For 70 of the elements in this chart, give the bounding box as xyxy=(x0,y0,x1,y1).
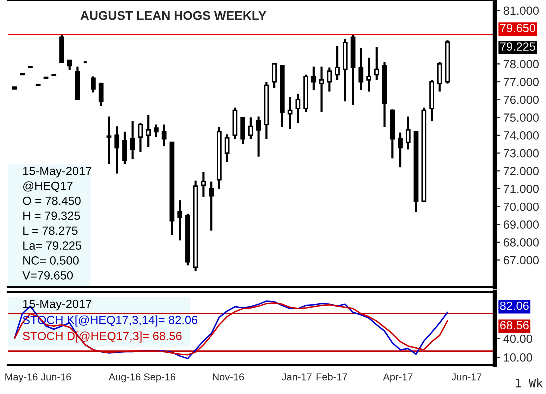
candlestick xyxy=(67,60,72,72)
annotation: @HEQ17 xyxy=(24,182,73,192)
text: AUGUST LEAN HOGS WEEKLY xyxy=(80,11,267,20)
y-tick-label: 77.000 xyxy=(504,78,539,86)
candlestick xyxy=(162,124,167,148)
x-tick-label: Aug-16 xyxy=(108,374,141,383)
x-tick-label: Feb-17 xyxy=(316,373,348,381)
annotation: 15-May-2017 xyxy=(24,167,92,178)
candlestick xyxy=(374,46,380,82)
candlestick xyxy=(98,82,104,108)
candlestick xyxy=(138,122,144,154)
candlestick xyxy=(398,132,403,169)
y-tick-label: 67.000 xyxy=(504,256,539,265)
candlestick xyxy=(327,66,332,93)
candlestick xyxy=(122,130,128,166)
y-tick-label: 78.000 xyxy=(504,60,539,69)
y-tick-label: 81.000 xyxy=(504,6,539,16)
candlestick xyxy=(256,116,262,158)
candlestick xyxy=(319,66,324,114)
y-tick-label: 71.000 xyxy=(504,184,539,194)
candlestick xyxy=(311,66,316,92)
y-tick-label: 74.000 xyxy=(504,132,539,140)
x-tick-label: Apr-17 xyxy=(383,374,413,383)
y-tick-label: 73.000 xyxy=(504,149,539,158)
candlestick xyxy=(209,180,214,232)
candlestick xyxy=(406,116,411,151)
annotation: H = 79.325 xyxy=(24,212,80,220)
candlestick xyxy=(335,45,340,82)
x-tick-label: Jan-17 xyxy=(282,374,312,381)
y-tick-label: 75.000 xyxy=(504,114,539,122)
candlestick xyxy=(106,116,112,166)
annotation: V=79.650 xyxy=(22,271,74,280)
y-tick-label: 10.00 xyxy=(504,354,532,362)
y-tick-label: 70.000 xyxy=(504,202,539,212)
candlestick xyxy=(130,120,136,161)
y-tick-label: 40.00 xyxy=(504,334,532,344)
candlestick xyxy=(178,200,183,242)
candlestick xyxy=(358,47,364,92)
candlestick xyxy=(224,134,230,164)
candlestick xyxy=(366,56,372,93)
candlestick xyxy=(240,116,246,146)
candlestick xyxy=(154,124,159,138)
y-tick-label: 69.000 xyxy=(504,220,539,230)
y-tick-label: 76.000 xyxy=(504,96,539,104)
annotation: L = 78.275 xyxy=(24,226,78,236)
x-tick-label: Jun-16 xyxy=(41,374,72,381)
text: 68.56 xyxy=(500,321,529,330)
candlestick xyxy=(146,114,152,148)
x-tick-label: Nov-16 xyxy=(213,374,244,381)
text: 1 Wk xyxy=(516,378,544,388)
text: 79.225 xyxy=(500,42,536,52)
candlestick xyxy=(437,61,442,93)
x-tick-label: May-16 xyxy=(6,374,38,383)
candlestick xyxy=(288,96,293,130)
candlestick xyxy=(114,126,120,175)
x-tick-label: Jun-17 xyxy=(452,374,482,381)
candlestick xyxy=(272,62,277,90)
annotation: NC= 0.500 xyxy=(24,256,79,265)
text: 82.06 xyxy=(500,302,529,310)
candlestick xyxy=(296,93,301,124)
annotation: La= 79.225 xyxy=(24,242,82,250)
candlestick xyxy=(91,76,96,94)
candlestick xyxy=(248,116,254,140)
y-tick-label: 68.000 xyxy=(504,238,539,247)
y-tick-label: 72.000 xyxy=(504,167,539,176)
ref-line-label: 79.650 xyxy=(500,24,536,32)
annotation: O = 78.450 xyxy=(23,196,81,206)
x-tick-label: Sep-16 xyxy=(144,374,176,383)
candlestick xyxy=(201,170,206,198)
annotation: 15-May-2017 xyxy=(24,300,92,311)
